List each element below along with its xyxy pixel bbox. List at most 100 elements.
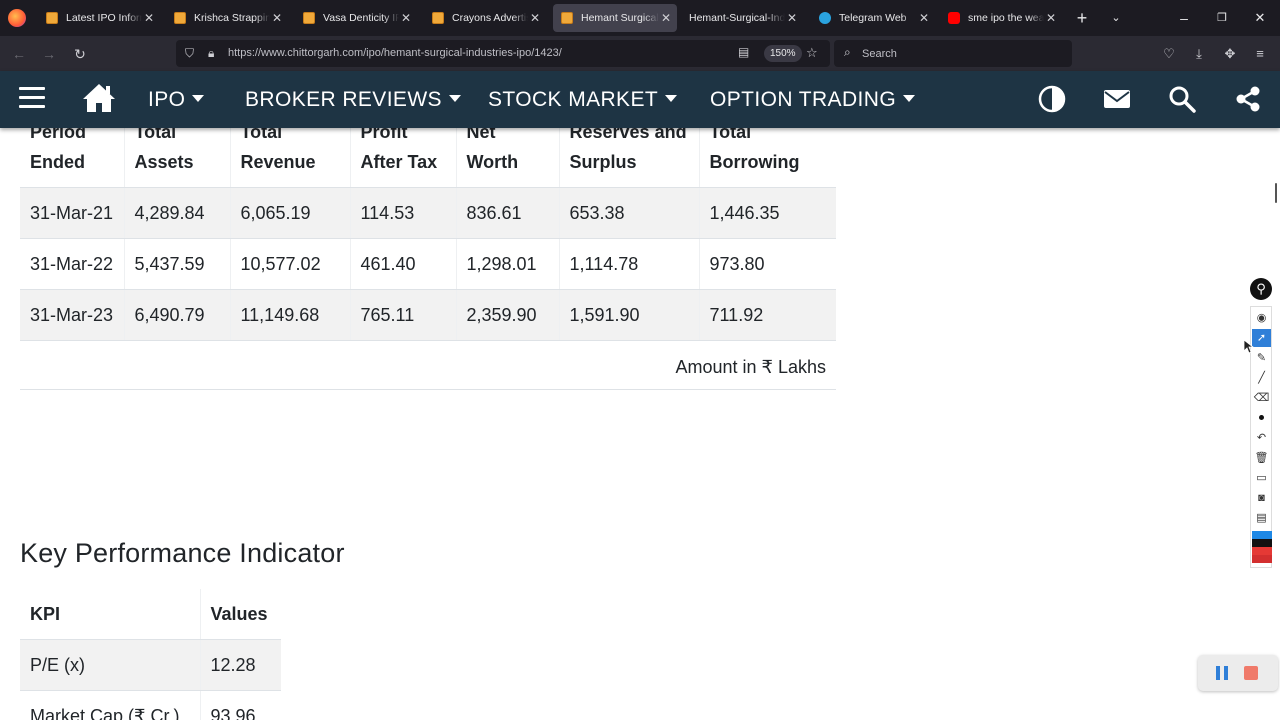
forward-arrow-icon[interactable]: → xyxy=(42,46,56,62)
camera-icon[interactable]: ◙ xyxy=(1258,492,1265,504)
eraser-tool-icon[interactable]: ⌫ xyxy=(1253,392,1270,404)
column-header: Net Worth xyxy=(455,128,559,188)
tab-youtube[interactable]: sme ipo the weal ✕ xyxy=(940,4,1062,32)
minimize-window-icon[interactable]: – xyxy=(1180,10,1188,26)
email-icon[interactable] xyxy=(1103,85,1131,113)
page-scrollbar-thumb[interactable] xyxy=(1275,183,1277,203)
caret-down-icon xyxy=(192,94,205,102)
site-search-icon[interactable] xyxy=(1168,85,1196,113)
tab-close-icon[interactable]: ✕ xyxy=(400,11,412,25)
column-header: Profit After Tax xyxy=(349,128,456,188)
tab-close-icon[interactable]: ✕ xyxy=(918,11,930,25)
chittorgarh-favicon-icon xyxy=(561,12,573,24)
table-cell: 1,298.01 xyxy=(455,238,559,290)
table-cell: 1,114.78 xyxy=(558,238,699,290)
pocket-icon[interactable]: ♡ xyxy=(1163,46,1175,61)
tab-telegram[interactable]: Telegram Web ✕ xyxy=(811,4,935,32)
annotation-tools: ◉ ➚ ✎ ╱ ⌫ ↶ 🗑︎ ▭ ◙ ▤ xyxy=(1250,306,1272,568)
search-icon: ⌕ xyxy=(844,45,851,59)
tab-close-icon[interactable]: ✕ xyxy=(1045,11,1057,25)
table-cell: 1,446.35 xyxy=(698,187,836,239)
eye-icon[interactable]: ◉ xyxy=(1256,312,1267,324)
column-header: KPI xyxy=(20,589,200,640)
table-cell: P/E (x) xyxy=(20,639,200,691)
tab-title: Hemant Surgical I xyxy=(581,12,659,24)
table-row: 31-Mar-23 6,490.79 11,149.68 765.11 2,35… xyxy=(20,289,836,341)
extensions-icon[interactable]: ✥ xyxy=(1224,46,1236,61)
table-header-row: KPI Values xyxy=(20,589,281,640)
column-header: Period Ended xyxy=(20,128,124,188)
app-menu-icon[interactable]: ≡ xyxy=(1256,46,1264,61)
tab-crayons[interactable]: Crayons Advertisin ✕ xyxy=(424,4,546,32)
tab-title: sme ipo the weal xyxy=(968,12,1044,24)
tracking-shield-icon[interactable]: ⛉ xyxy=(185,46,195,60)
url-text[interactable]: https://www.chittorgarh.com/ipo/hemant-s… xyxy=(228,47,562,59)
pen-tool-icon[interactable]: ✎ xyxy=(1256,352,1267,364)
pause-recording-icon[interactable] xyxy=(1216,666,1228,680)
tab-title: Krishca Strapping xyxy=(194,12,270,24)
list-tabs-chevron-icon[interactable]: ⌄ xyxy=(1111,12,1121,24)
restore-window-icon[interactable]: ❐ xyxy=(1217,12,1227,24)
kpi-table: KPI Values P/E (x) 12.28 Market Cap (₹ C… xyxy=(20,589,281,720)
color-swatch-black[interactable] xyxy=(1252,539,1272,547)
tab-close-icon[interactable]: ✕ xyxy=(786,11,798,25)
whiteboard-icon[interactable]: ▭ xyxy=(1256,472,1267,484)
line-tool-icon[interactable]: ╱ xyxy=(1258,372,1265,384)
site-header: IPO BROKER REVIEWS STOCK MARKET OPTION T… xyxy=(0,71,1280,128)
tab-title: Hemant-Surgical-Indu xyxy=(689,12,785,24)
youtube-favicon-icon xyxy=(948,12,960,24)
nav-option-trading-menu[interactable]: OPTION TRADING xyxy=(710,88,916,112)
color-swatch-dark-red[interactable] xyxy=(1252,555,1272,563)
tab-close-icon[interactable]: ✕ xyxy=(143,11,155,25)
zoom-level-badge[interactable]: 150% xyxy=(764,45,802,62)
table-cell: 4,289.84 xyxy=(123,187,230,239)
table-footer-row: Amount in ₹ Lakhs xyxy=(20,340,836,390)
bookmark-star-icon[interactable]: ☆ xyxy=(806,45,818,60)
color-swatch-blue[interactable] xyxy=(1252,531,1272,539)
tab-close-icon[interactable]: ✕ xyxy=(271,11,283,25)
trash-icon[interactable]: 🗑︎ xyxy=(1254,452,1269,464)
table-cell: 31-Mar-22 xyxy=(20,238,124,290)
tab-vasa-denticity[interactable]: Vasa Denticity IPO ✕ xyxy=(295,4,417,32)
nav-broker-reviews-menu[interactable]: BROKER REVIEWS xyxy=(245,88,461,112)
back-arrow-icon[interactable]: ← xyxy=(12,46,26,62)
nav-ipo-menu[interactable]: IPO xyxy=(148,88,205,112)
table-cell: 93.96 xyxy=(199,690,281,720)
contrast-toggle-icon[interactable] xyxy=(1038,85,1066,113)
new-tab-plus-icon[interactable]: + xyxy=(1076,8,1088,28)
pointer-tool-icon[interactable]: ➚ xyxy=(1252,329,1271,347)
table-row: Market Cap (₹ Cr.) 93.96 xyxy=(20,690,281,720)
address-bar[interactable]: ⛉ 🔒︎ https://www.chittorgarh.com/ipo/hem… xyxy=(176,40,830,67)
chittorgarh-favicon-icon xyxy=(432,12,444,24)
hamburger-menu-icon[interactable] xyxy=(19,87,45,109)
nav-stock-market-menu[interactable]: STOCK MARKET xyxy=(488,88,678,112)
search-box[interactable]: ⌕ xyxy=(834,40,1072,67)
tab-title: Latest IPO Informa xyxy=(66,12,142,24)
table-cell: 765.11 xyxy=(349,289,456,341)
tab-krishca[interactable]: Krishca Strapping ✕ xyxy=(166,4,288,32)
undo-icon[interactable]: ↶ xyxy=(1256,432,1267,444)
tab-close-icon[interactable]: ✕ xyxy=(660,11,672,25)
search-input[interactable] xyxy=(862,45,1062,62)
home-icon[interactable] xyxy=(82,82,116,114)
reload-icon[interactable]: ↻ xyxy=(74,46,86,62)
color-swatch-red[interactable] xyxy=(1252,547,1272,555)
tab-hemant-surgical[interactable]: Hemant Surgical I ✕ xyxy=(553,4,677,32)
tab-close-icon[interactable]: ✕ xyxy=(529,11,541,25)
downloads-icon[interactable]: ⤓ xyxy=(1196,46,1202,61)
reader-view-icon[interactable]: ▤ xyxy=(738,45,750,59)
close-window-icon[interactable]: ✕ xyxy=(1254,10,1266,25)
tab-latest-ipo[interactable]: Latest IPO Informa ✕ xyxy=(38,4,160,32)
clipboard-icon[interactable]: ▤ xyxy=(1256,512,1267,524)
share-icon[interactable] xyxy=(1234,85,1262,113)
table-cell: 114.53 xyxy=(349,187,456,239)
firefox-logo-icon[interactable] xyxy=(8,9,26,27)
screen-recorder-controls xyxy=(1198,655,1278,691)
brush-size-dot-icon[interactable] xyxy=(1259,415,1264,420)
annotation-logo-icon[interactable]: ⚲ xyxy=(1250,278,1272,300)
page-content: Period Ended Total Assets Total Revenue … xyxy=(0,128,1280,720)
lock-icon[interactable]: 🔒︎ xyxy=(208,46,215,60)
stop-recording-icon[interactable] xyxy=(1244,666,1258,680)
tab-hemant-surgical-pdf[interactable]: Hemant-Surgical-Indu ✕ xyxy=(681,4,803,32)
tab-title: Vasa Denticity IPO xyxy=(323,12,399,24)
